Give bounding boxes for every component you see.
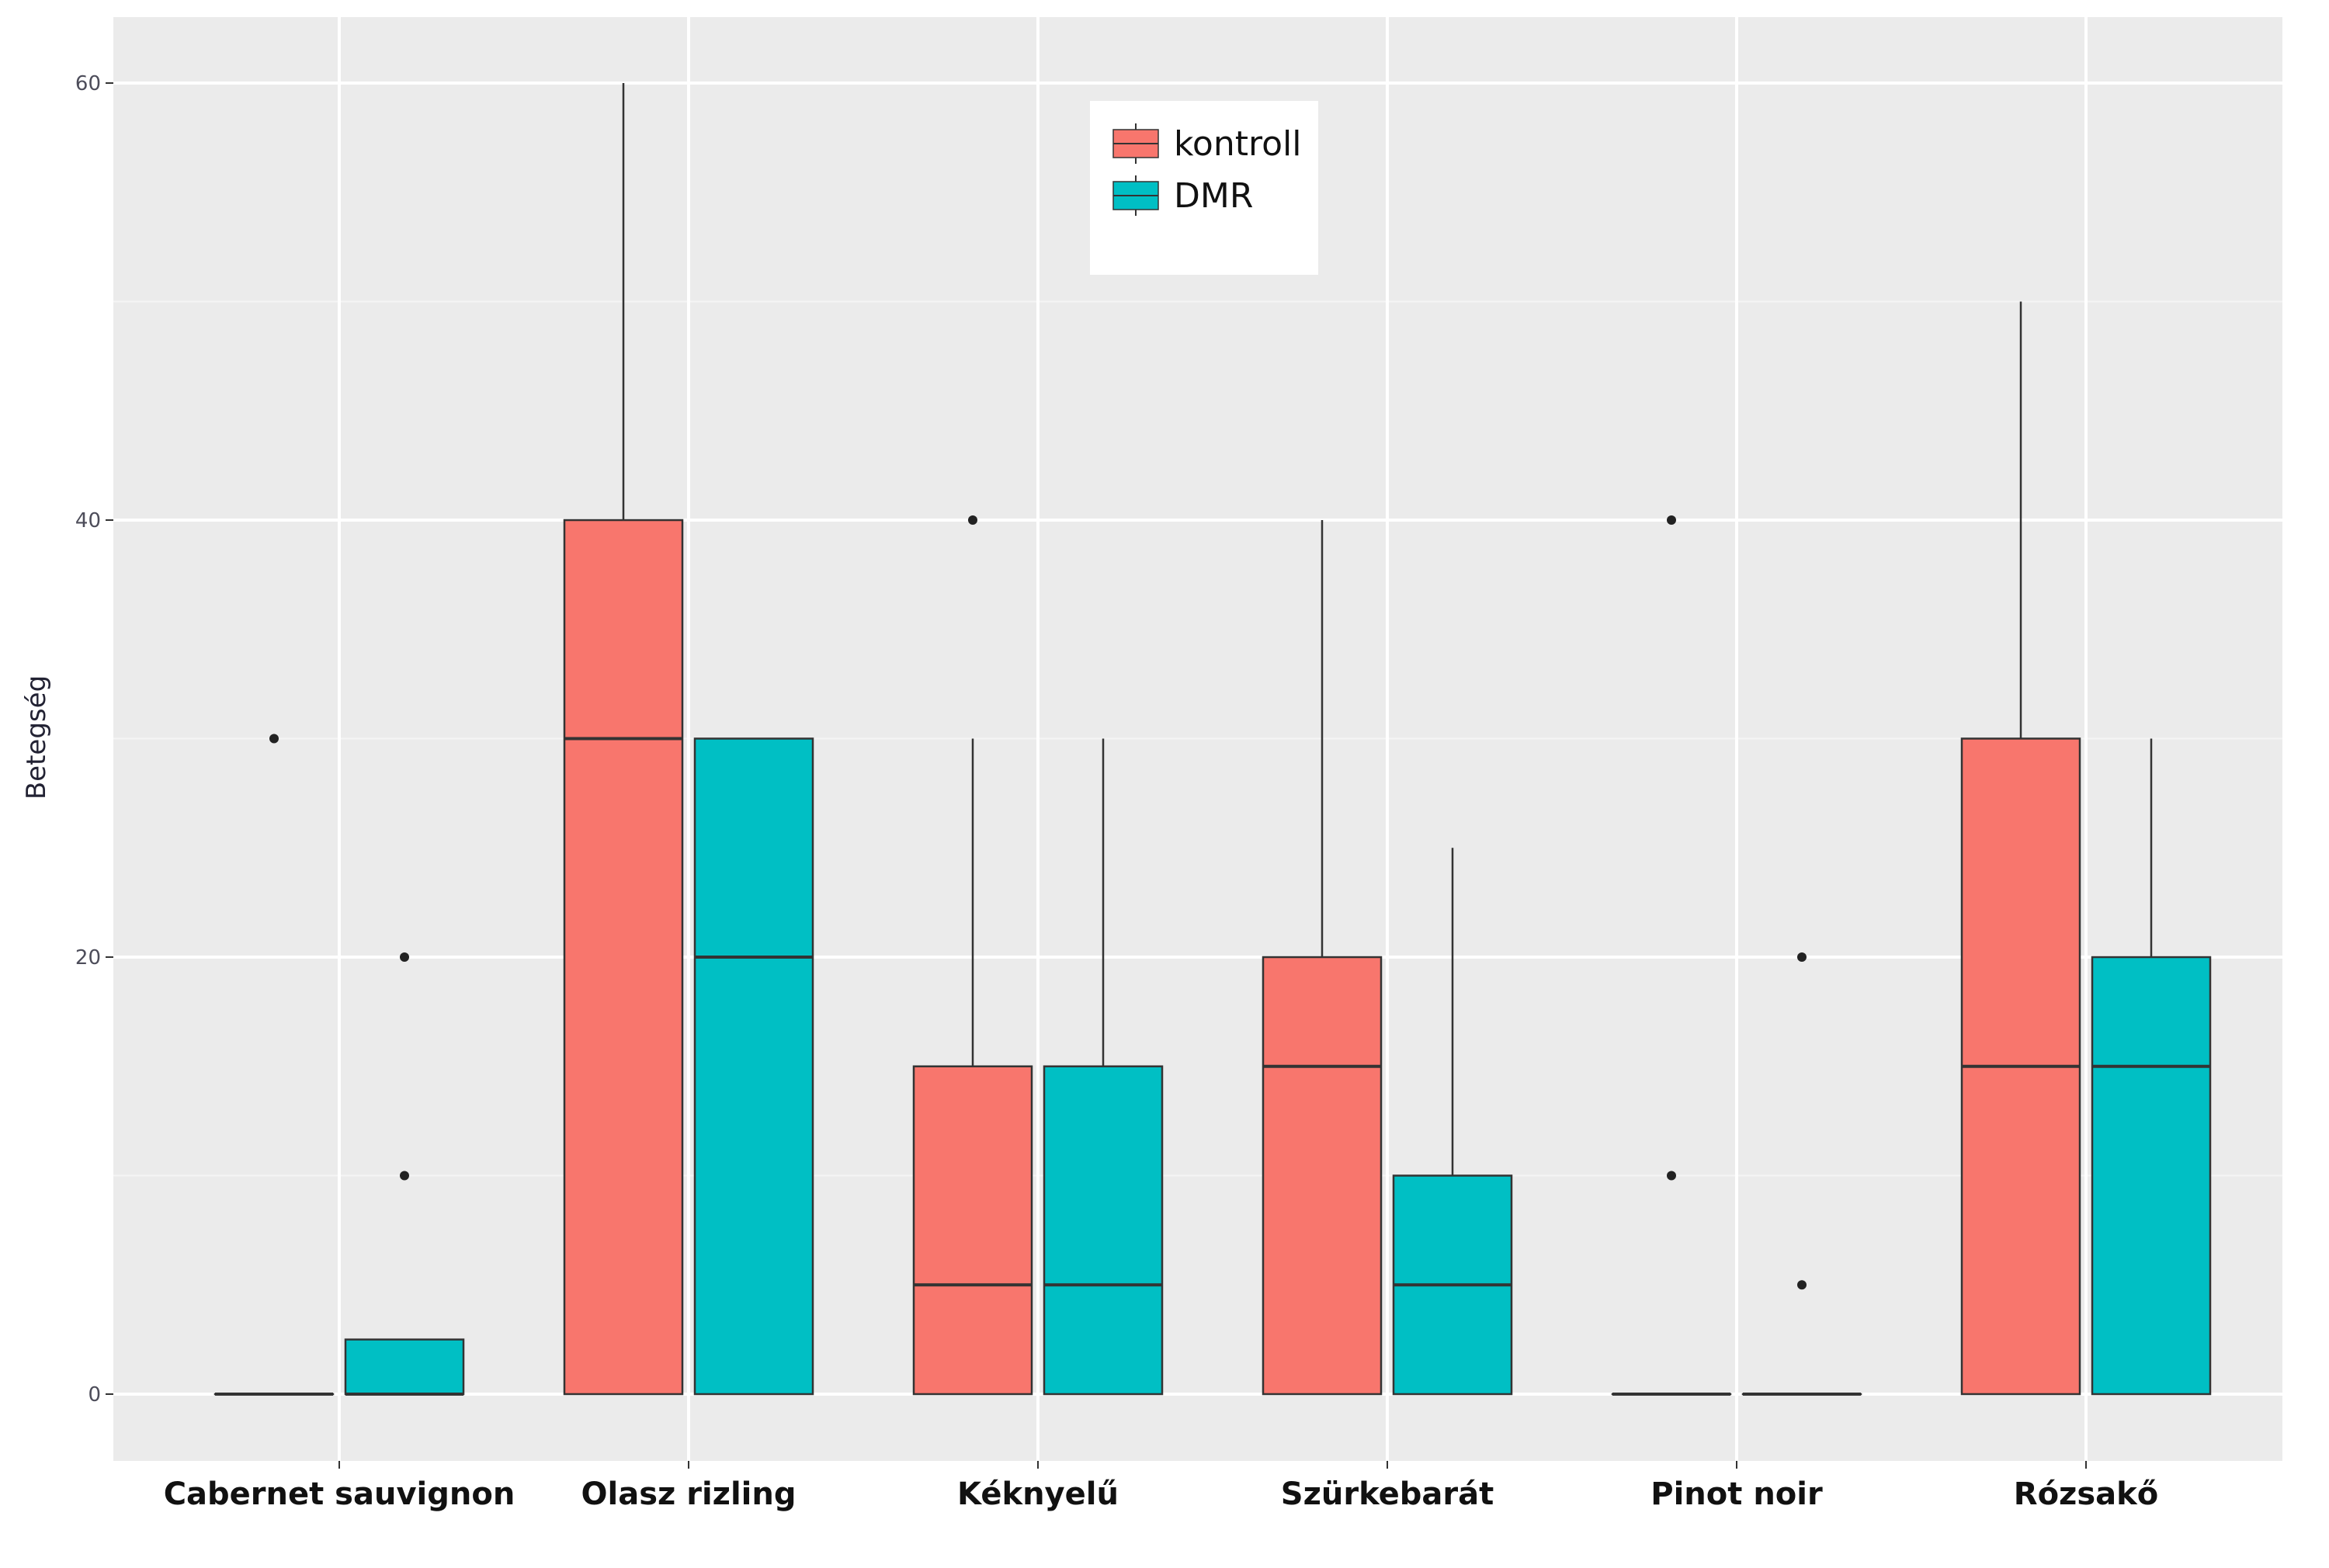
box-DMR-3 bbox=[1392, 848, 1513, 1396]
legend-label: kontroll bbox=[1174, 124, 1301, 164]
box-DMR-1 bbox=[693, 737, 814, 1396]
box-body bbox=[1043, 1065, 1164, 1396]
grid-major bbox=[113, 17, 2282, 1461]
x-axis-ticks: Cabernet sauvignon Olasz rizling Kéknyelű S… bbox=[164, 1461, 2158, 1512]
y-axis-label: Betegség bbox=[21, 675, 52, 800]
outlier-point bbox=[1797, 952, 1807, 962]
outlier-point bbox=[400, 1171, 409, 1181]
y-axis-ticks: 0 20 40 60 bbox=[75, 72, 113, 1407]
y-tick-label: 20 bbox=[75, 946, 101, 970]
x-tick-label: Rózsakő bbox=[2014, 1476, 2158, 1512]
box-DMR-2 bbox=[1043, 738, 1164, 1396]
legend: kontroll DMR bbox=[1090, 101, 1318, 275]
box-kontroll-5 bbox=[1960, 301, 2081, 1396]
outlier-point bbox=[1667, 515, 1676, 525]
x-tick-label: Cabernet sauvignon bbox=[164, 1476, 515, 1512]
outlier-point bbox=[968, 515, 977, 525]
x-tick-label: Pinot noir bbox=[1650, 1476, 1823, 1512]
x-tick-label: Szürkebarát bbox=[1281, 1476, 1494, 1512]
outlier-point bbox=[1667, 1171, 1676, 1181]
y-tick-label: 40 bbox=[75, 509, 101, 532]
box-DMR-5 bbox=[2091, 738, 2212, 1396]
outlier-point bbox=[269, 734, 279, 744]
x-tick-label: Olasz rizling bbox=[581, 1476, 797, 1512]
box-body bbox=[693, 737, 814, 1396]
legend-label: DMR bbox=[1174, 176, 1253, 216]
box-DMR-0 bbox=[344, 952, 465, 1396]
y-tick-label: 60 bbox=[75, 72, 101, 95]
box-body bbox=[563, 519, 684, 1396]
outlier-point bbox=[1797, 1280, 1807, 1290]
grid-minor bbox=[113, 300, 2282, 1177]
box-body bbox=[912, 1065, 1033, 1396]
legend-item-DMR: DMR bbox=[1112, 175, 1253, 216]
box-kontroll-4 bbox=[1611, 515, 1732, 1396]
x-tick-label: Kéknyelű bbox=[957, 1476, 1119, 1512]
box-kontroll-1 bbox=[563, 83, 684, 1396]
box-DMR-4 bbox=[1741, 952, 1862, 1396]
box-kontroll-3 bbox=[1262, 520, 1383, 1396]
box-body bbox=[2091, 956, 2212, 1396]
box-kontroll-2 bbox=[912, 515, 1033, 1396]
outlier-point bbox=[400, 952, 409, 962]
box-body bbox=[344, 1338, 465, 1396]
y-tick-label: 0 bbox=[88, 1383, 101, 1407]
box-kontroll-0 bbox=[213, 734, 335, 1396]
box-body bbox=[1262, 956, 1383, 1396]
legend-item-kontroll: kontroll bbox=[1112, 123, 1301, 164]
box-series bbox=[213, 83, 2212, 1396]
